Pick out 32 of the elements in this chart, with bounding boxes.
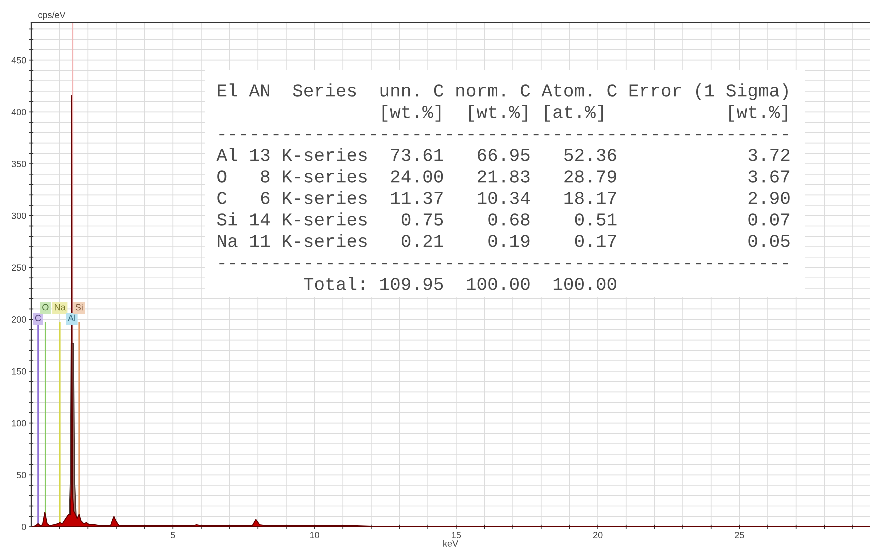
x-tick-label: 25 (735, 532, 744, 538)
y-tick-label: 0 (22, 524, 26, 530)
annotation: Al 13 K-series 73.61 66.95 52.36 3.72 (216, 148, 790, 162)
x-tick-label: 10 (310, 532, 320, 538)
y-axis-title: cps/eV (38, 12, 66, 20)
annotation: Total: 109.95 100.00 100.00 (304, 277, 616, 290)
y-tick-label: 200 (12, 316, 26, 323)
ref-line-label: Al (68, 314, 76, 322)
x-tick-label: 15 (452, 532, 462, 538)
annotation: Na 11 K-series 0.21 0.19 0.17 0.05 (218, 234, 790, 248)
y-tick-label: 250 (12, 264, 26, 272)
x-axis-title: keV (444, 540, 458, 547)
annotation: C 6 K-series 11.37 10.34 18.17 2.90 (218, 191, 790, 204)
annotation: [wt.%] [wt.%] [at.%] [wt.%] (382, 105, 788, 122)
annotation: O 8 K-series 24.00 21.83 28.79 3.67 (218, 170, 790, 183)
ref-line-label: O (42, 304, 49, 311)
ref-line-label: Si (76, 304, 83, 311)
ref-line-label: Na (55, 304, 66, 311)
annotation: ----------------------------------------------------- (220, 263, 788, 265)
y-tick-label: 300 (12, 212, 26, 220)
ref-line-label: C (35, 315, 42, 322)
x-tick-label: 20 (593, 532, 603, 538)
y-tick-label: 350 (12, 161, 26, 168)
y-tick-label: 150 (12, 368, 26, 375)
y-tick-label: 400 (12, 109, 26, 116)
annotation: ----------------------------------------------------- (220, 134, 788, 136)
annotation: Si 14 K-series 0.75 0.68 0.51 0.07 (217, 212, 790, 226)
annotation: El AN Series unn. C norm. C Atom. C Error (1 Sigma) (218, 84, 788, 100)
y-tick-label: 100 (12, 420, 26, 427)
y-tick-label: 450 (12, 57, 26, 64)
x-tick-label: 5 (170, 532, 176, 538)
y-tick-label: 50 (16, 472, 26, 479)
